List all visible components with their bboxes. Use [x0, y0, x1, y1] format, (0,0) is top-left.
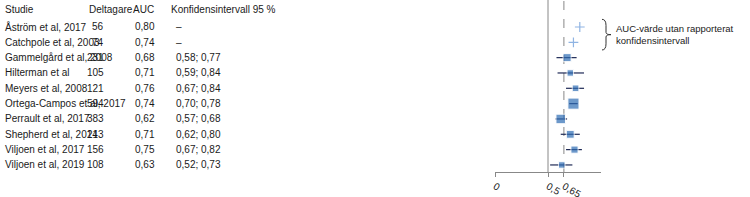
svg-text:0,65: 0,65 — [560, 181, 583, 197]
svg-text:0: 0 — [492, 181, 503, 194]
svg-text:56: 56 — [92, 21, 104, 32]
svg-text:Viljoen et al, 2019: Viljoen et al, 2019 — [5, 159, 85, 170]
svg-text:105: 105 — [87, 67, 104, 78]
svg-text:0,59; 0,84: 0,59; 0,84 — [176, 67, 221, 78]
svg-text:0,52; 0,73: 0,52; 0,73 — [176, 159, 221, 170]
svg-text:Ortega-Campos et al, 2017: Ortega-Campos et al, 2017 — [5, 98, 126, 109]
svg-text:Åström et al, 2017: Åström et al, 2017 — [5, 21, 87, 33]
svg-text:Gammelgård et al, 2008: Gammelgård et al, 2008 — [5, 52, 113, 63]
svg-text:0,71: 0,71 — [135, 67, 155, 78]
svg-text:213: 213 — [87, 129, 104, 140]
svg-text:0,58; 0,77: 0,58; 0,77 — [176, 52, 221, 63]
svg-text:0,67; 0,84: 0,67; 0,84 — [176, 83, 221, 94]
svg-text:0,75: 0,75 — [135, 144, 155, 155]
svg-text:Deltagare: Deltagare — [89, 4, 133, 15]
svg-text:0,80: 0,80 — [135, 21, 155, 32]
svg-text:Studie: Studie — [5, 4, 34, 15]
svg-text:Viljoen et al, 2017: Viljoen et al, 2017 — [5, 144, 85, 155]
svg-text:0,62; 0,80: 0,62; 0,80 — [176, 129, 221, 140]
svg-text:0,57; 0,68: 0,57; 0,68 — [176, 113, 221, 124]
svg-text:Hilterman et al: Hilterman et al — [5, 67, 69, 78]
svg-text:231: 231 — [87, 52, 104, 63]
svg-text:0,5: 0,5 — [545, 181, 563, 197]
svg-text:Catchpole et al, 2003: Catchpole et al, 2003 — [5, 37, 100, 48]
svg-text:Konfidensintervall 95 %: Konfidensintervall 95 % — [171, 4, 276, 15]
svg-text:0,63: 0,63 — [135, 159, 155, 170]
svg-text:0,74: 0,74 — [135, 98, 155, 109]
svg-text:156: 156 — [87, 144, 104, 155]
svg-text:0,70; 0,78: 0,70; 0,78 — [176, 98, 221, 109]
svg-text:121: 121 — [87, 83, 104, 94]
svg-text:0,76: 0,76 — [135, 83, 155, 94]
svg-text:–: – — [176, 21, 182, 32]
svg-text:AUC: AUC — [133, 4, 154, 15]
svg-text:108: 108 — [87, 159, 104, 170]
svg-text:Shepherd et al, 2014: Shepherd et al, 2014 — [5, 129, 98, 140]
svg-text:0,62: 0,62 — [135, 113, 155, 124]
svg-text:0,71: 0,71 — [135, 129, 155, 140]
svg-text:383: 383 — [87, 113, 104, 124]
svg-text:0,74: 0,74 — [135, 37, 155, 48]
svg-text:0,67; 0,82: 0,67; 0,82 — [176, 144, 221, 155]
svg-text:Perrault et al, 2017: Perrault et al, 2017 — [5, 113, 90, 124]
svg-text:74: 74 — [92, 37, 104, 48]
svg-text:–: – — [176, 37, 182, 48]
svg-text:594: 594 — [87, 98, 104, 109]
svg-text:Meyers et al, 2008: Meyers et al, 2008 — [5, 83, 88, 94]
svg-text:AUC-värde utan rapporteratkonf: AUC-värde utan rapporteratkonfidensinter… — [616, 23, 734, 46]
svg-text:0,68: 0,68 — [135, 52, 155, 63]
